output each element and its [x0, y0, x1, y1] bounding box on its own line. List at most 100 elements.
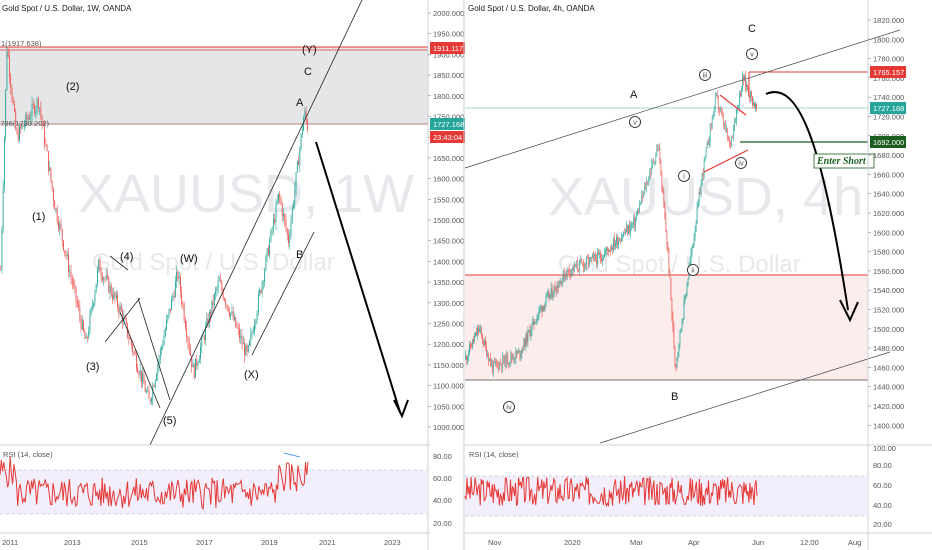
- candle-body: [173, 295, 175, 298]
- candle-body: [482, 334, 483, 342]
- candle-body: [232, 311, 234, 320]
- candle-body: [154, 380, 156, 387]
- right-price-axis[interactable]: 1820.000 1800.000 1780.000 1760.000 1740.000…: [868, 16, 904, 430]
- candle-body: [484, 340, 485, 346]
- candle-body: [726, 129, 728, 138]
- candle-body: [225, 300, 227, 305]
- candle-body: [465, 356, 466, 358]
- candle-body: [702, 173, 704, 176]
- right-price-series: [465, 70, 757, 377]
- left-rsi-tick: 80.00: [433, 452, 452, 461]
- candle-body: [262, 281, 264, 283]
- candle-body: [283, 214, 284, 217]
- candle-body: [476, 332, 477, 336]
- enter-short-annotation: Enter Short: [816, 156, 867, 167]
- candle-body: [754, 103, 755, 109]
- candle-body: [599, 254, 600, 255]
- candle-body: [5, 89, 7, 138]
- candle-body: [49, 167, 51, 171]
- candle-body: [513, 357, 515, 360]
- candle-body: [164, 329, 166, 337]
- candle-body: [64, 250, 66, 253]
- candle-body: [161, 347, 162, 350]
- left-price-boxes: 1911.117 1727.168 23:43:04: [430, 42, 466, 143]
- right-price-box: [870, 102, 906, 114]
- candle-body: [213, 294, 215, 306]
- candle-body: [608, 249, 609, 253]
- candle-body: [107, 275, 108, 278]
- candle-body: [634, 218, 635, 227]
- candle-body: [45, 144, 47, 146]
- candle-body: [222, 290, 224, 299]
- candle-body: [630, 225, 631, 233]
- candle-body: [650, 172, 652, 174]
- right-watermark-symbol: XAUUSD, 4h: [548, 167, 863, 227]
- candle-body: [644, 186, 646, 192]
- candle-body: [30, 116, 32, 120]
- left-wave-labels: (1) (2) (3) (4) (5) (W) (X) (Y) A B C: [32, 44, 317, 427]
- candle-body: [122, 311, 123, 323]
- candle-body: [289, 235, 291, 243]
- right-wave-label: v: [750, 50, 754, 59]
- candle-body: [245, 345, 247, 356]
- candle-body: [538, 308, 540, 315]
- right-price-tick: 1760.000: [873, 74, 904, 83]
- left-price-box-text: 23:43:04: [433, 133, 462, 142]
- candle-body: [735, 121, 736, 123]
- candle-body: [746, 84, 747, 87]
- candle-body: [138, 372, 140, 376]
- left-time-axis[interactable]: 2011 2013 2015 2017 2019 2021 2023: [2, 538, 401, 547]
- wave-circle: [503, 401, 515, 413]
- candle-body: [683, 300, 685, 319]
- candle-body: [580, 260, 582, 263]
- candle-body: [492, 362, 493, 372]
- candle-body: [242, 343, 244, 345]
- left-price-axis[interactable]: 2000.000 1950.000 1900.000 1850.000 1800.000…: [428, 9, 464, 432]
- candle-body: [139, 370, 141, 376]
- candle-body: [549, 294, 551, 299]
- candle-body: [652, 161, 654, 164]
- candle-body: [752, 95, 753, 106]
- candle-body: [510, 354, 512, 363]
- candle-body: [86, 336, 88, 338]
- candle-body: [141, 370, 142, 383]
- candle-body: [535, 322, 537, 324]
- candle-body: [521, 349, 523, 354]
- candle-body: [563, 271, 565, 280]
- candle-body: [666, 231, 668, 245]
- right-price-tick: 1500.000: [873, 325, 904, 334]
- candle-body: [598, 252, 599, 255]
- candle-body: [508, 363, 510, 364]
- candle-body: [520, 353, 522, 357]
- candle-body: [703, 159, 705, 176]
- candle-body: [627, 226, 628, 234]
- candle-body: [723, 123, 725, 126]
- candle-body: [129, 339, 131, 340]
- candle-body: [602, 258, 603, 262]
- right-time-axis[interactable]: Nov 2020 Mar Apr Jun 12:00 Aug: [488, 538, 861, 547]
- right-wave-label: C: [748, 23, 756, 35]
- candle-body: [144, 384, 146, 393]
- candle-body: [250, 333, 252, 341]
- candle-body: [655, 155, 657, 163]
- candle-body: [41, 115, 43, 124]
- candle-body: [559, 280, 561, 285]
- candle-body: [562, 271, 564, 280]
- candle-body: [480, 328, 481, 330]
- candle-body: [85, 336, 87, 339]
- candle-body: [251, 332, 253, 334]
- candle-body: [207, 318, 209, 326]
- candle-body: [256, 312, 258, 321]
- candle-body: [167, 315, 169, 320]
- candle-body: [551, 287, 553, 298]
- candle-body: [6, 51, 8, 90]
- right-price-tick: 1600.000: [873, 228, 904, 237]
- candle-body: [716, 93, 718, 98]
- candle-body: [651, 163, 653, 174]
- candle-body: [731, 135, 732, 145]
- candle-body: [24, 124, 25, 127]
- right-rsi-axis: 100.00 80.00 60.00 40.00 20.00: [873, 444, 896, 529]
- candle-body: [237, 327, 239, 329]
- candle-body: [717, 97, 719, 109]
- candle-body: [693, 236, 695, 245]
